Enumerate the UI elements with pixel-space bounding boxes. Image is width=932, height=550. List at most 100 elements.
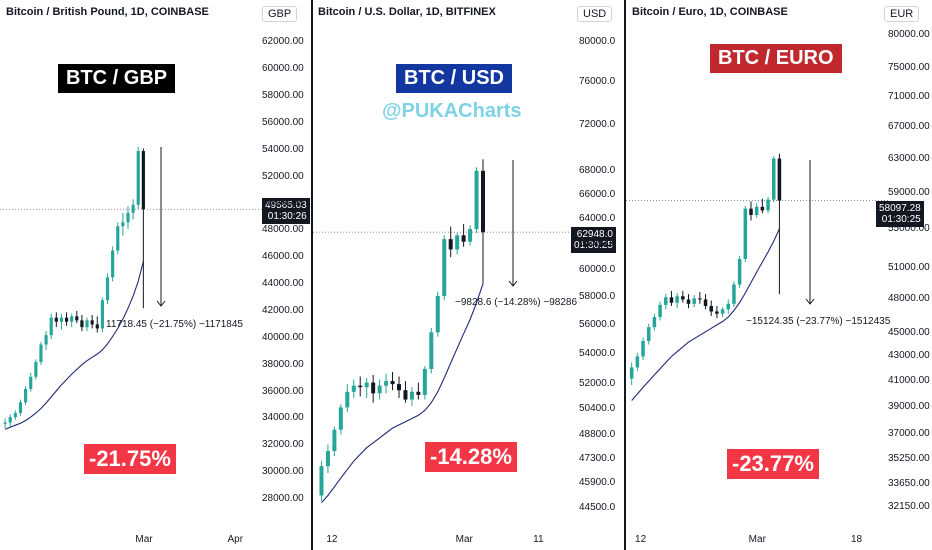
x-tick-label: Mar <box>135 534 153 545</box>
panel-divider-2 <box>624 0 626 550</box>
y-tick-label: 36000.00 <box>262 385 304 397</box>
candle-body <box>658 304 662 318</box>
y-tick-label: 44500.0 <box>579 501 616 513</box>
candle-body <box>54 317 58 322</box>
measure-arrowhead <box>805 298 815 305</box>
x-tick-label: 12 <box>326 534 338 545</box>
y-tick-label: 39000.00 <box>888 401 930 413</box>
candle-body <box>136 151 140 205</box>
chart-title-gbp: Bitcoin / British Pound, 1D, COINBASE <box>6 6 209 18</box>
chart-title-eur: Bitcoin / Euro, 1D, COINBASE <box>632 6 788 18</box>
x-tick-label: 11 <box>533 534 544 545</box>
candle-body <box>13 413 17 418</box>
candle-body <box>448 239 453 250</box>
x-tick-label: Apr <box>227 534 244 545</box>
panel-divider-1 <box>311 0 313 550</box>
candle-body <box>39 344 43 363</box>
candle-body <box>121 222 125 227</box>
candles-svg-gbp <box>0 146 262 430</box>
x-tick-label: Mar <box>455 534 473 545</box>
chart-panel-gbp[interactable]: Bitcoin / British Pound, 1D, COINBASE GB… <box>0 0 311 550</box>
y-tick-label: 44000.00 <box>262 278 304 290</box>
candle-body <box>455 235 460 250</box>
y-tick-label: 41000.00 <box>888 375 930 387</box>
y-tick-label: 75000.00 <box>888 62 930 74</box>
y-tick-label: 71000.00 <box>888 90 930 102</box>
candle-body <box>681 296 685 300</box>
y-tick-label: 45000.00 <box>888 326 930 338</box>
candle-body <box>461 235 466 242</box>
currency-label-gbp[interactable]: GBP <box>262 6 298 22</box>
candle-body <box>422 368 427 395</box>
candle-body <box>131 204 135 213</box>
change-badge-usd: -14.28% <box>425 442 517 472</box>
y-tick-label: 40000.00 <box>262 331 304 343</box>
y-tick-label: 47300.0 <box>579 453 616 465</box>
watermark: @PUKACharts <box>382 100 522 122</box>
candle-body <box>749 208 753 215</box>
candle-body <box>351 385 356 392</box>
currency-label-usd[interactable]: USD <box>577 6 613 22</box>
candle-body <box>105 277 110 301</box>
candle-body <box>692 298 696 304</box>
y-tick-label: 50000.00 <box>262 197 304 209</box>
candle-body <box>698 298 702 300</box>
y-tick-label: 30000.00 <box>262 466 304 478</box>
candle-body <box>726 303 731 310</box>
candle-body <box>345 391 350 408</box>
y-tick-label: 55000.00 <box>888 222 930 234</box>
y-tick-label: 56000.0 <box>579 319 616 331</box>
y-tick-label: 50400.0 <box>579 402 616 414</box>
candle-body <box>64 317 69 322</box>
chart-panel-eur[interactable]: Bitcoin / Euro, 1D, COINBASE EUR BTC / E… <box>626 0 932 550</box>
last-price-tag-gbp: 49565.03 01:30:26 <box>262 198 310 224</box>
y-tick-label: 32000.00 <box>262 439 304 451</box>
candle-body <box>777 158 782 201</box>
currency-label-eur[interactable]: EUR <box>884 6 920 22</box>
countdown-gbp: 01:30:26 <box>267 211 307 222</box>
y-tick-label: 59000.00 <box>888 186 930 198</box>
candle-body <box>358 385 363 388</box>
y-tick-label: 52000.0 <box>579 378 616 390</box>
candle-body <box>771 158 776 200</box>
candle-body <box>111 250 115 278</box>
y-tick-label: 54000.0 <box>579 348 616 360</box>
candle-body <box>715 311 719 314</box>
chart-title-usd: Bitcoin / U.S. Dollar, 1D, BITFINEX <box>318 6 496 18</box>
candle-body <box>100 300 104 329</box>
candle-body <box>737 258 742 285</box>
y-tick-label: 48000.00 <box>262 224 304 236</box>
candle-body <box>44 335 48 345</box>
y-tick-label: 56000.00 <box>262 116 304 128</box>
candle-body <box>371 382 376 394</box>
moving-average-line <box>4 261 144 430</box>
candle-body <box>403 390 408 400</box>
x-tick-label: Mar <box>748 534 766 545</box>
y-tick-label: 80000.0 <box>579 35 616 47</box>
last-price-tag-eur: 58097.28 01:30:25 <box>876 201 924 227</box>
candle-body <box>709 305 713 312</box>
candle-body <box>29 376 33 389</box>
candle-body <box>409 391 414 400</box>
candle-body <box>59 317 64 322</box>
y-tick-label: 68000.0 <box>579 164 616 176</box>
candle-body <box>435 295 440 333</box>
measure-label-usd: −9828.6 (−14.28%) −98286 <box>455 297 578 308</box>
y-tick-label: 32150.00 <box>888 501 930 513</box>
last-price-tag-usd: 62948.0 01:30:25 <box>571 227 616 253</box>
candles-svg-eur <box>626 153 888 401</box>
countdown-eur: 01:30:25 <box>881 214 921 225</box>
candle-body <box>675 296 679 303</box>
candle-body <box>126 212 130 223</box>
candle-body <box>116 226 120 251</box>
measure-arrowhead <box>508 280 518 287</box>
candle-body <box>384 381 389 386</box>
candle-body <box>664 297 668 305</box>
x-tick-label: 12 <box>635 534 647 545</box>
candle-body <box>390 381 395 385</box>
candle-body <box>686 299 691 304</box>
candle-body <box>338 407 343 430</box>
y-tick-label: 46000.00 <box>262 251 304 263</box>
chart-panel-usd[interactable]: Bitcoin / U.S. Dollar, 1D, BITFINEX USD … <box>313 0 624 550</box>
candle-body <box>70 316 74 322</box>
